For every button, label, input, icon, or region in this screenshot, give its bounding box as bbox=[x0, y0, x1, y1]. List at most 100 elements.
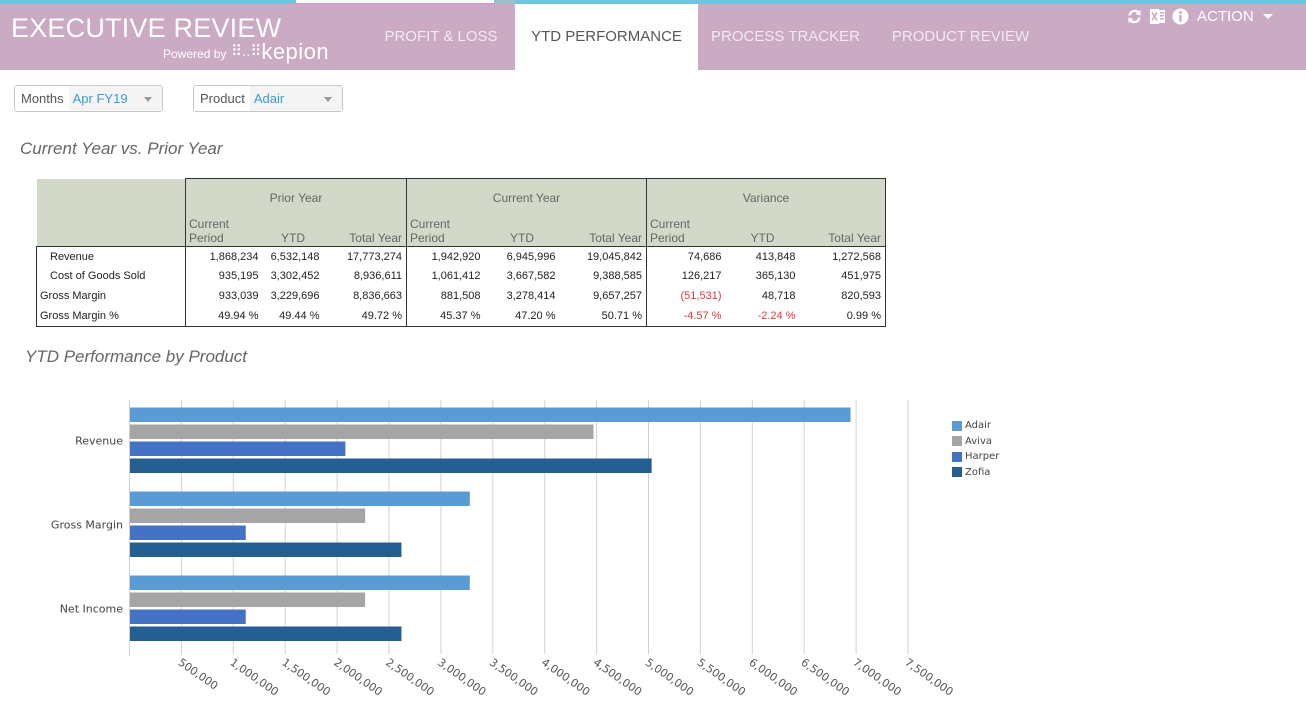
column-header: Current Period bbox=[185, 216, 263, 246]
refresh-icon[interactable] bbox=[1126, 8, 1143, 25]
row-label: Gross Margin % bbox=[36, 306, 186, 327]
x-tick-label: 2,000,000 bbox=[331, 656, 384, 699]
category-label: Net Income bbox=[60, 602, 124, 615]
x-tick-label: 500,000 bbox=[176, 656, 221, 693]
table-row: Gross Margin 933,039 3,229,696 8,836,663 881… bbox=[36, 286, 886, 306]
legend-swatch bbox=[952, 451, 962, 462]
x-tick-label: 1,500,000 bbox=[279, 656, 332, 699]
bar-zofia bbox=[130, 458, 652, 473]
bar-zofia bbox=[130, 542, 402, 557]
table-cell: 3,229,696 bbox=[270, 290, 320, 302]
bar-harper bbox=[130, 441, 346, 456]
table-cell: 935,195 bbox=[185, 266, 263, 286]
legend-label: Harper bbox=[965, 451, 1000, 463]
x-tick-label: 4,000,000 bbox=[539, 656, 592, 699]
legend-swatch bbox=[952, 467, 962, 478]
column-header: Total Year bbox=[799, 216, 886, 246]
table-cell: 413,848 bbox=[725, 245, 800, 266]
x-tick-label: 5,500,000 bbox=[695, 656, 748, 699]
info-icon[interactable] bbox=[1172, 8, 1189, 25]
product-filter[interactable]: Product Adair bbox=[193, 85, 343, 112]
legend-swatch bbox=[952, 436, 962, 447]
table-cell: 48,718 bbox=[761, 290, 796, 302]
months-filter-label: Months bbox=[21, 91, 64, 106]
table-cell: -4.57 % bbox=[646, 306, 726, 327]
table-cell: 881,508 bbox=[440, 290, 481, 302]
excel-icon[interactable] bbox=[1149, 8, 1166, 25]
table-cell: 1,061,412 bbox=[431, 270, 481, 282]
tab-profit-loss[interactable]: PROFIT & LOSS bbox=[384, 28, 498, 45]
x-tick-label: 4,500,000 bbox=[591, 656, 644, 699]
pl-comparison-table: Prior Year Current Year Variance Current… bbox=[36, 178, 886, 327]
x-tick-label: 3,000,000 bbox=[435, 656, 488, 699]
row-label: Gross Margin bbox=[36, 286, 186, 306]
bar-aviva bbox=[130, 592, 366, 607]
bar-aviva bbox=[130, 508, 366, 523]
table-cell: 49.94 % bbox=[185, 306, 263, 327]
table-cell: 451,975 bbox=[799, 266, 886, 286]
table-cell: -2.24 % bbox=[725, 306, 800, 327]
legend-item[interactable]: Adair bbox=[952, 418, 999, 434]
bar-zofia bbox=[130, 626, 402, 641]
powered-by-label: Powered by bbox=[163, 47, 227, 61]
x-tick-label: 1,000,000 bbox=[228, 656, 281, 699]
months-filter[interactable]: Months Apr FY19 bbox=[14, 85, 163, 112]
table-cell: 3,302,452 bbox=[270, 270, 320, 282]
tab-product-review[interactable]: PRODUCT REVIEW bbox=[891, 28, 1030, 45]
legend-item[interactable]: Zofia bbox=[952, 465, 999, 481]
x-tick-label: 7,000,000 bbox=[850, 656, 903, 699]
table-cell: 8,836,663 bbox=[323, 286, 407, 306]
table-cell: 1,868,234 bbox=[185, 245, 263, 266]
column-header: YTD bbox=[484, 216, 560, 246]
product-filter-value[interactable]: Adair bbox=[249, 86, 342, 111]
column-header: Current Period bbox=[406, 216, 485, 246]
x-tick-label: 6,000,000 bbox=[747, 656, 800, 699]
bar-adair bbox=[130, 575, 470, 590]
table-cell: (51,531) bbox=[680, 290, 722, 302]
dropdown-arrow-icon[interactable] bbox=[324, 97, 332, 102]
legend-item[interactable]: Aviva bbox=[952, 434, 999, 450]
bar-adair bbox=[130, 407, 851, 422]
product-filter-label: Product bbox=[200, 91, 245, 106]
header-toolbar: ACTION bbox=[1126, 8, 1273, 25]
chart-section-title: YTD Performance by Product bbox=[25, 347, 248, 366]
table-row: Cost of Goods Sold 935,195 3,302,452 8,936,… bbox=[36, 266, 886, 286]
category-label: Gross Margin bbox=[51, 518, 123, 531]
row-label: Cost of Goods Sold bbox=[36, 266, 186, 286]
table-cell: 6,532,148 bbox=[262, 245, 324, 266]
bar-harper bbox=[130, 525, 246, 540]
x-tick-label: 2,500,000 bbox=[383, 656, 436, 699]
table-cell: 820,593 bbox=[799, 286, 886, 306]
app-title: EXECUTIVE REVIEW bbox=[11, 13, 282, 43]
action-menu-button[interactable]: ACTION bbox=[1197, 8, 1254, 25]
chart-legend: Adair Aviva Harper Zofia bbox=[952, 418, 999, 480]
legend-label: Adair bbox=[965, 420, 992, 432]
table-cell: 49.72 % bbox=[323, 306, 407, 327]
pl-section-title: Current Year vs. Prior Year bbox=[20, 139, 223, 158]
table-cell: 47.20 % bbox=[484, 306, 560, 327]
category-label: Revenue bbox=[75, 434, 123, 447]
dropdown-arrow-icon[interactable] bbox=[144, 97, 152, 102]
table-cell: 1,942,920 bbox=[406, 245, 485, 266]
product-filter-value-text: Adair bbox=[253, 91, 285, 106]
table-cell: 50.71 % bbox=[559, 306, 647, 327]
bar-aviva bbox=[130, 424, 594, 439]
column-header: Total Year bbox=[559, 216, 647, 246]
column-header: Current Period bbox=[646, 216, 726, 246]
table-cell: 6,945,996 bbox=[484, 245, 560, 266]
months-filter-value[interactable]: Apr FY19 bbox=[68, 86, 162, 111]
table-cell: 933,039 bbox=[185, 286, 263, 306]
months-filter-value-text: Apr FY19 bbox=[72, 91, 128, 106]
table-cell: 8,936,611 bbox=[323, 266, 407, 286]
tab-ytd-performance[interactable]: YTD PERFORMANCE bbox=[515, 4, 698, 70]
column-header: Total Year bbox=[323, 216, 407, 246]
table-cell: 3,667,582 bbox=[506, 270, 556, 282]
table-cell: 3,278,414 bbox=[506, 290, 556, 302]
bar-adair bbox=[130, 491, 470, 506]
table-cell: 49.44 % bbox=[262, 306, 324, 327]
x-tick-label: 7,500,000 bbox=[902, 656, 955, 699]
x-tick-label: 5,000,000 bbox=[643, 656, 696, 699]
legend-item[interactable]: Harper bbox=[952, 449, 999, 465]
tab-process-tracker[interactable]: PROCESS TRACKER bbox=[711, 28, 860, 45]
chevron-down-icon[interactable] bbox=[1262, 14, 1273, 19]
